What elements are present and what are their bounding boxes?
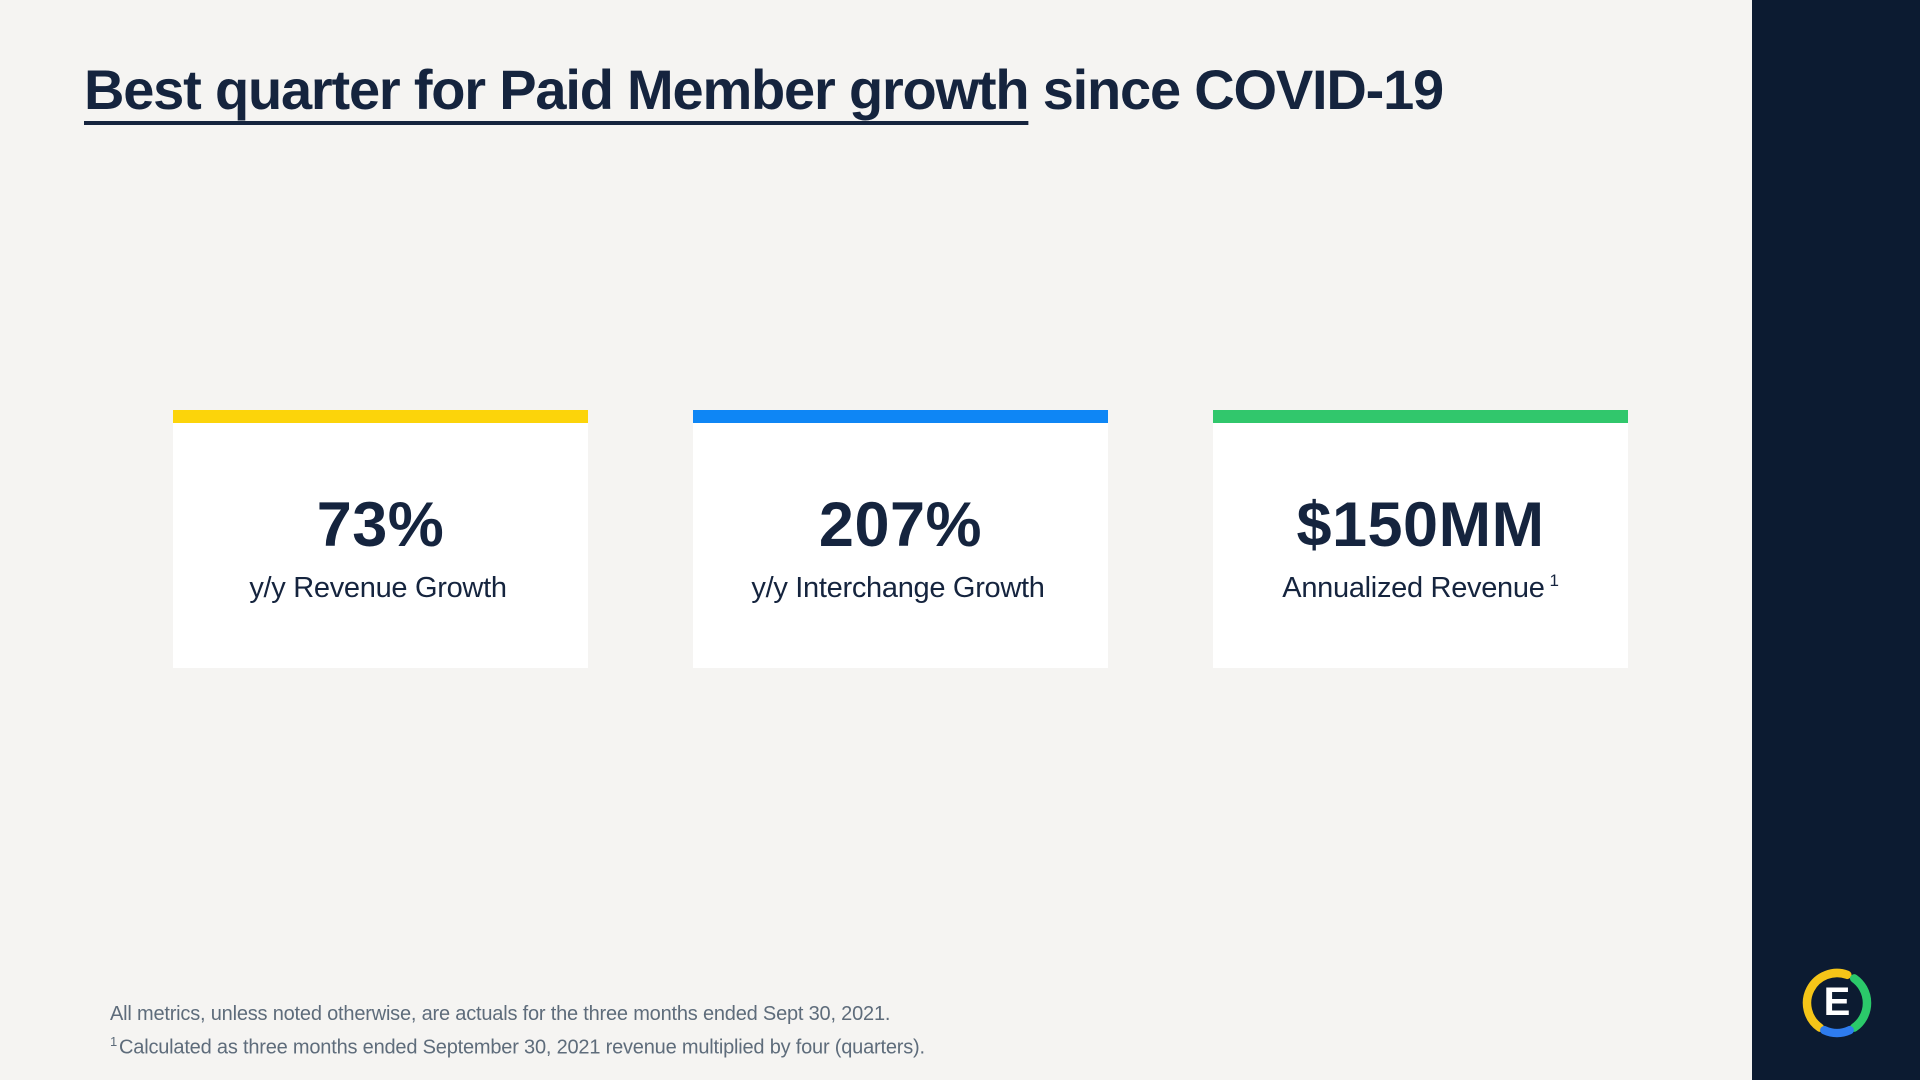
brand-logo-icon: E [1796, 962, 1878, 1044]
metric-card-annualized-revenue: $150MM Annualized Revenue 1 [1213, 410, 1628, 668]
accent-bar-yellow [173, 410, 588, 423]
slide-title: Best quarter for Paid Member growth sinc… [84, 58, 1444, 122]
metric-card-interchange-growth: 207% y/y Interchange Growth [693, 410, 1108, 668]
footnotes-block: All metrics, unless noted otherwise, are… [110, 1001, 925, 1062]
metric-card-body: 207% y/y Interchange Growth [693, 423, 1108, 668]
brand-sidebar: E [1752, 0, 1920, 1080]
slide-title-underlined-part: Best quarter for Paid Member growth [84, 58, 1030, 121]
metric-value: 73% [316, 490, 445, 561]
metric-label: y/y Interchange Growth [751, 571, 1045, 604]
brand-letter: E [1823, 979, 1851, 1024]
accent-bar-blue [693, 410, 1108, 423]
brand-ring-icon [1802, 968, 1872, 1038]
ring-arc-yellow [1802, 968, 1852, 1032]
metric-card-body: 73% y/y Revenue Growth [173, 423, 588, 668]
accent-bar-green [1213, 410, 1628, 423]
footnote-marker: 1 [1549, 571, 1559, 591]
metric-cards-row: 73% y/y Revenue Growth 207% y/y Intercha… [173, 410, 1628, 668]
footnote-marker: 1 [110, 1034, 118, 1049]
slide-content-area: Best quarter for Paid Member growth sinc… [84, 58, 1628, 1062]
metric-card-body: $150MM Annualized Revenue 1 [1213, 423, 1628, 668]
metric-value: $150MM [1296, 490, 1545, 561]
metric-label: Annualized Revenue 1 [1282, 571, 1559, 604]
ring-arc-blue [1820, 1025, 1854, 1038]
footnote-line-2: 1 Calculated as three months ended Septem… [110, 1034, 925, 1059]
metric-card-revenue-growth: 73% y/y Revenue Growth [173, 410, 588, 668]
ring-arc-green [1849, 974, 1872, 1032]
footnote-line-1: All metrics, unless noted otherwise, are… [110, 1003, 891, 1025]
metric-label: y/y Revenue Growth [249, 571, 507, 604]
metric-value: 207% [818, 490, 983, 561]
slide-title-rest-part: since COVID-19 [1028, 58, 1444, 121]
